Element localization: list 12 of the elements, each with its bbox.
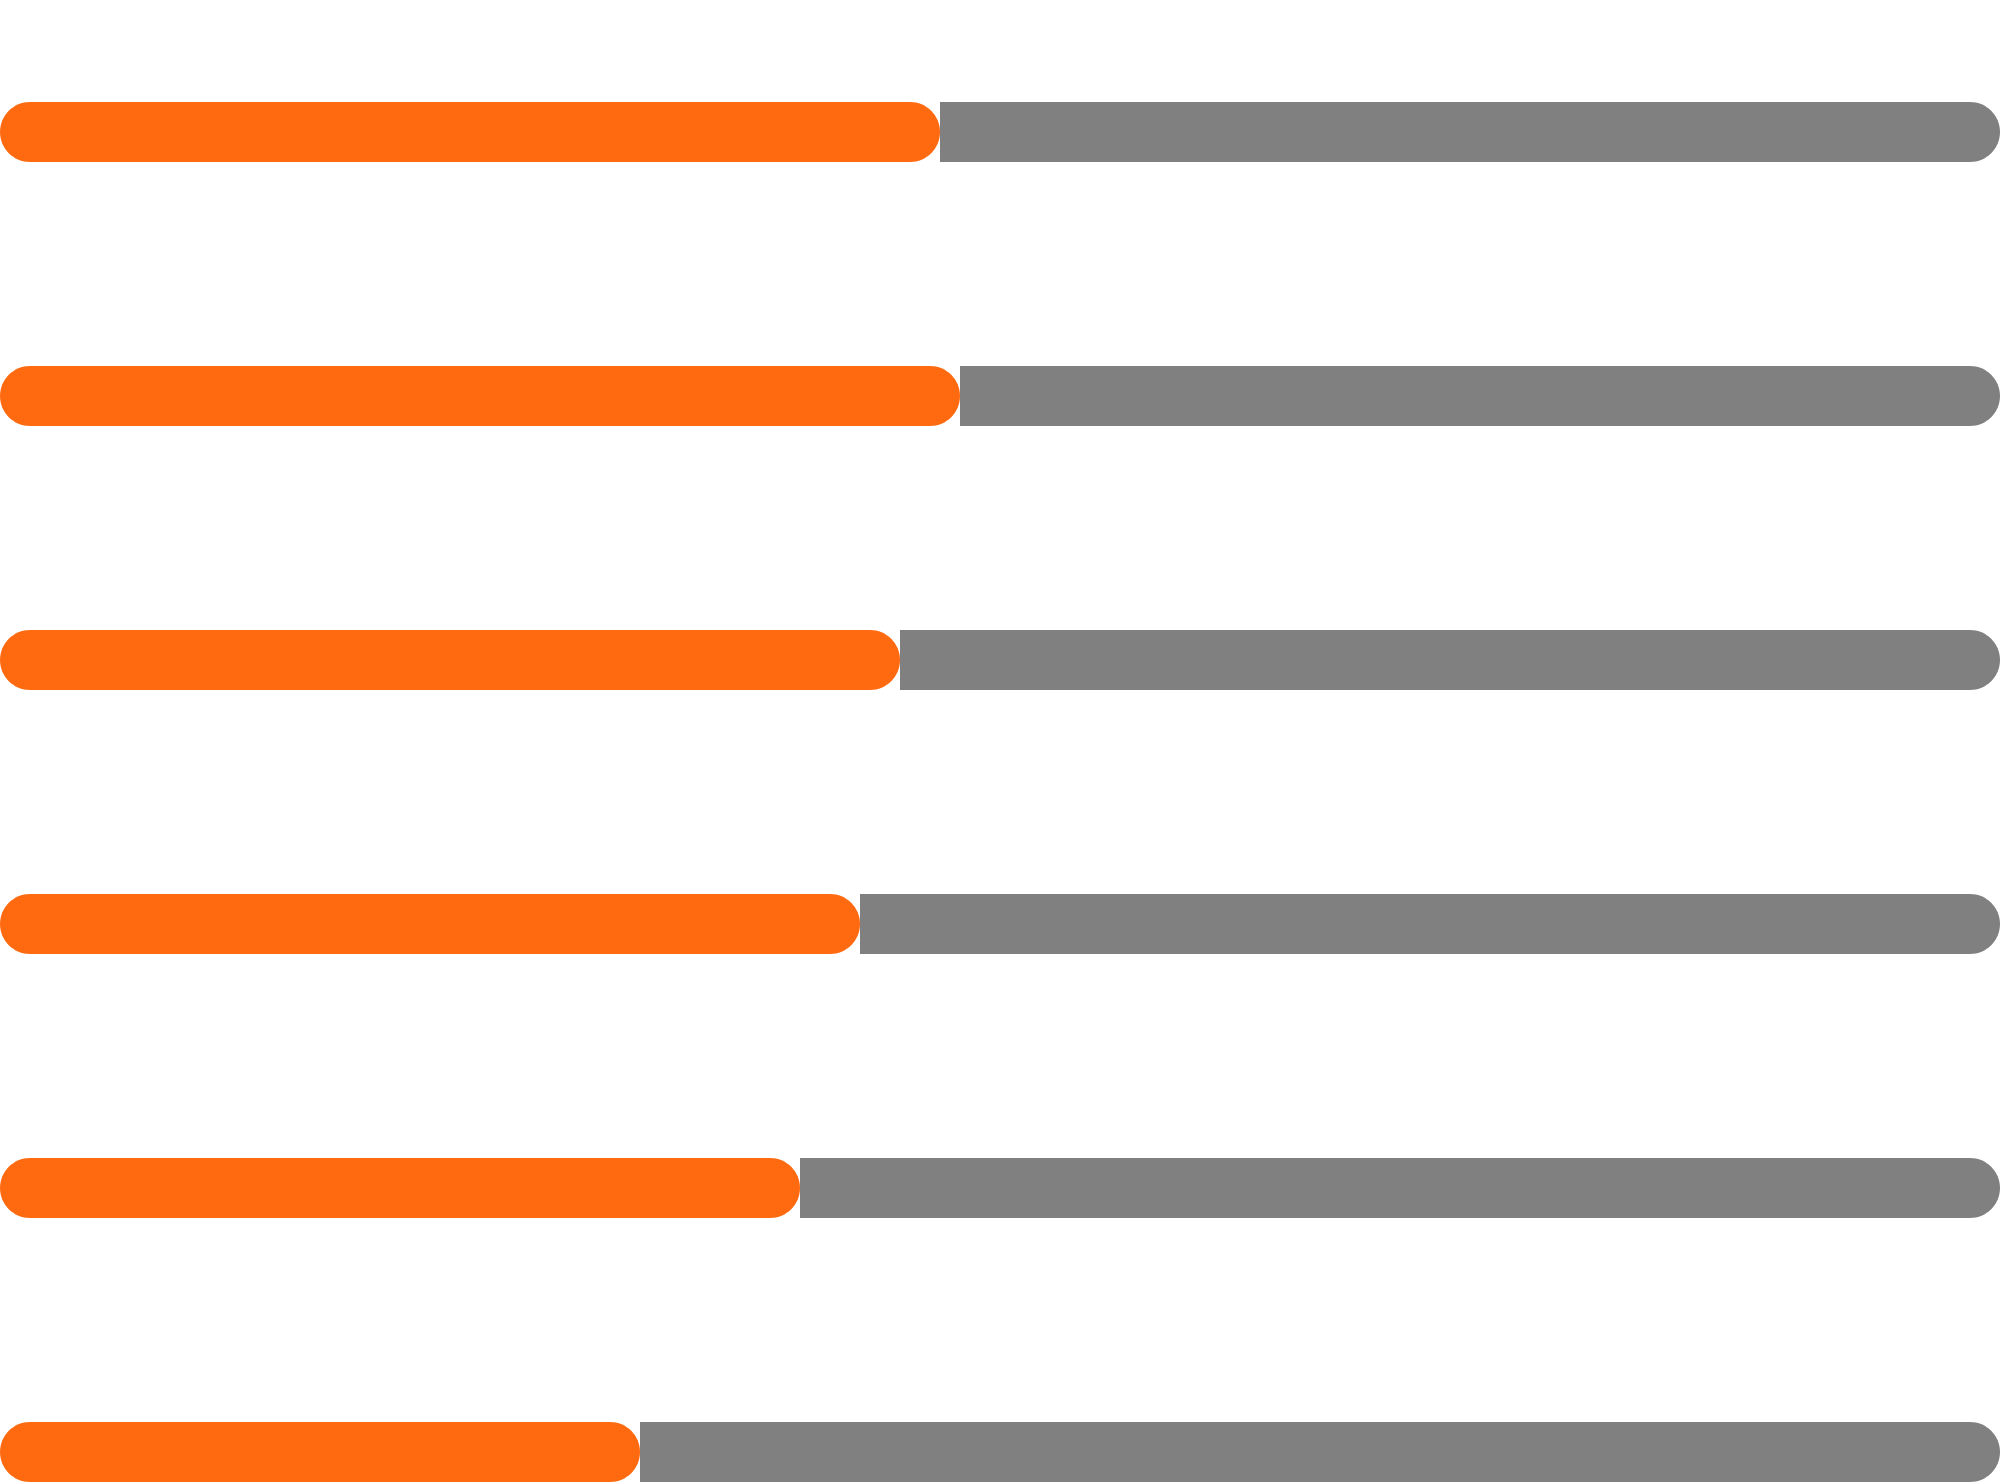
- bar: [0, 1158, 800, 1218]
- bar: [940, 102, 2000, 162]
- bar: [0, 366, 960, 426]
- bar: [0, 894, 860, 954]
- bar: [0, 630, 900, 690]
- bar: [800, 1158, 2000, 1218]
- bar: [900, 630, 2000, 690]
- bar: [0, 102, 940, 162]
- bar: [0, 1422, 640, 1482]
- bar: [960, 366, 2000, 426]
- bar: [640, 1422, 2000, 1482]
- bar: [860, 894, 2000, 954]
